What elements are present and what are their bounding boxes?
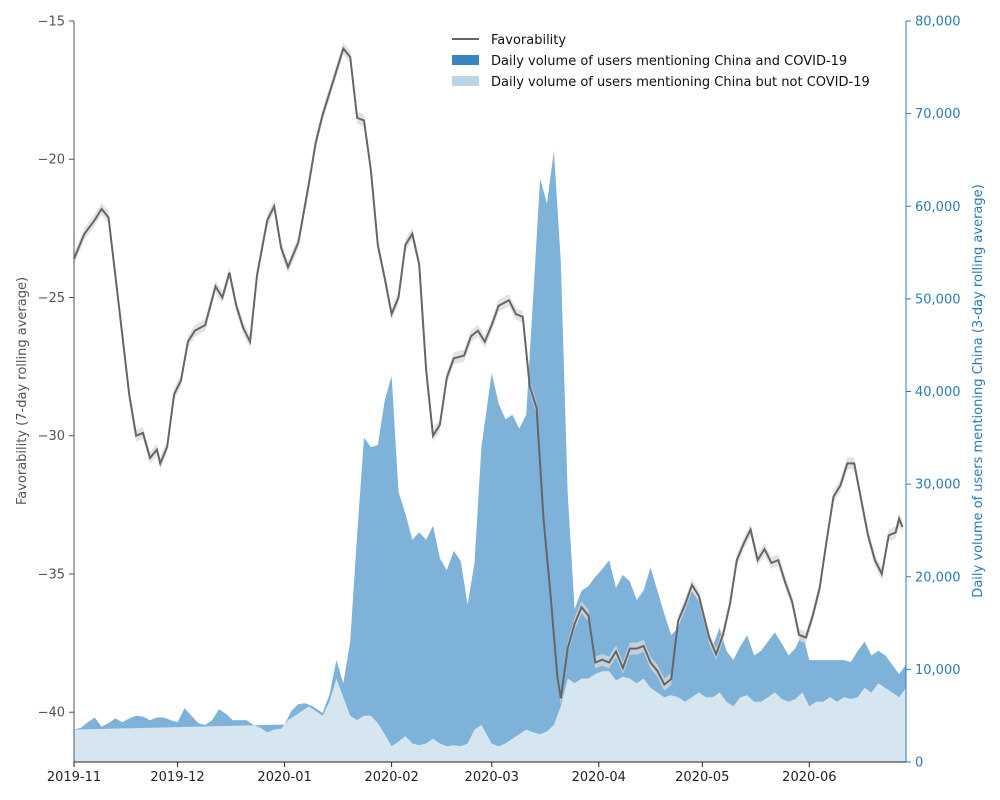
legend-label-covid: Daily volume of users mentioning China a… <box>491 54 847 69</box>
x-tick-label: 2020-03 <box>465 770 519 785</box>
x-tick-label: 2020-04 <box>572 770 626 785</box>
left-tick-label: −20 <box>38 153 65 168</box>
covid-area-layer <box>74 150 906 747</box>
left-axis-ticks: −15 −20 −25 −30 −35 −40 <box>38 15 74 721</box>
x-axis-ticks: 2019-11 2019-12 2020-01 2020-02 2020-03 2020-… <box>47 762 837 785</box>
favorability-line-layer <box>73 46 904 699</box>
left-tick-label: −30 <box>38 429 65 444</box>
right-axis-ticks: 80,000 70,000 60,000 50,000 40,000 30,000 20,0… <box>906 15 961 771</box>
right-tick-label: 10,000 <box>915 663 961 678</box>
not-covid-area-layer <box>74 671 906 762</box>
right-tick-label: 70,000 <box>915 107 961 122</box>
right-tick-label: 20,000 <box>915 570 961 585</box>
left-tick-label: −15 <box>38 15 65 30</box>
right-tick-label: 40,000 <box>915 385 961 400</box>
legend-label-not-covid: Daily volume of users mentioning China b… <box>491 75 870 90</box>
right-tick-label: 60,000 <box>915 200 961 215</box>
right-tick-label: 80,000 <box>915 15 961 30</box>
left-tick-label: −25 <box>38 291 65 306</box>
legend-swatch-not-covid <box>452 76 479 86</box>
right-tick-label: 50,000 <box>915 292 961 307</box>
right-tick-label: 30,000 <box>915 478 961 493</box>
left-tick-label: −35 <box>38 567 65 582</box>
legend: Favorability Daily volume of users menti… <box>452 33 870 90</box>
x-tick-label: 2020-05 <box>675 770 729 785</box>
right-axis-label: Daily volume of users mentioning China (… <box>971 184 986 597</box>
left-axis-label: Favorability (7-day rolling average) <box>15 277 30 505</box>
x-tick-label: 2020-01 <box>257 770 311 785</box>
left-tick-label: −40 <box>38 706 65 721</box>
x-tick-label: 2020-02 <box>364 770 418 785</box>
series-area-not-covid <box>74 671 906 762</box>
legend-label-favorability: Favorability <box>491 33 566 48</box>
x-tick-label: 2020-06 <box>782 770 836 785</box>
right-tick-label: 0 <box>915 756 923 771</box>
series-line-favorability <box>73 46 904 699</box>
series-area-covid <box>74 150 906 747</box>
x-tick-label: 2019-11 <box>47 770 101 785</box>
legend-swatch-covid <box>452 55 479 65</box>
x-tick-label: 2019-12 <box>150 770 204 785</box>
